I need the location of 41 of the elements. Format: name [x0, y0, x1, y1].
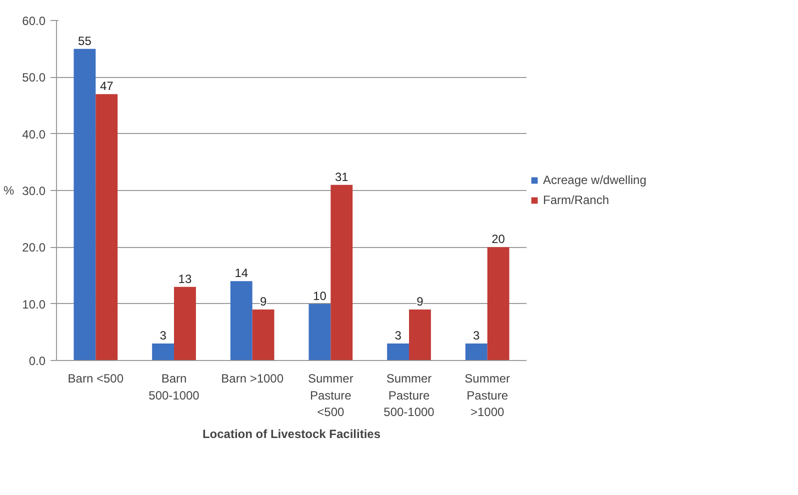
bar [96, 94, 118, 360]
bar [487, 247, 510, 360]
bar [409, 310, 431, 360]
x-tick-label: Barn 500-1000 [148, 372, 200, 402]
x-axis-title: Location of Livestock Facilities [202, 427, 381, 442]
bar [465, 344, 488, 360]
y-axis-title: % [3, 184, 14, 198]
bar [174, 286, 196, 360]
legend-label: Farm/Ranch [543, 193, 610, 207]
data-label: 55 [78, 34, 92, 48]
data-label: 3 [160, 328, 167, 342]
bar [74, 48, 96, 360]
bar [330, 184, 353, 360]
y-tick-label: 30.0 [22, 184, 46, 198]
x-tick-label: Summer Pasture 500-1000 [384, 372, 435, 420]
data-label: 47 [100, 79, 114, 94]
data-label: 13 [178, 272, 192, 286]
x-tick-label: Summer Pasture >1000 [464, 372, 510, 420]
data-label: 9 [416, 294, 424, 308]
data-label: 3 [473, 328, 480, 342]
legend-label: Acreage w/dwelling [543, 173, 646, 187]
y-tick-label: 20.0 [22, 240, 46, 255]
data-label: 9 [260, 294, 267, 308]
bar [152, 344, 174, 360]
data-label: 14 [234, 266, 248, 280]
x-tick-label: Barn <500 [68, 372, 124, 386]
y-tick-label: 50.0 [22, 70, 46, 85]
x-tick-label: Barn >1000 [221, 372, 284, 386]
data-label: 10 [313, 288, 327, 303]
bar [252, 310, 274, 360]
bar [387, 344, 409, 360]
y-tick-label: 0.0 [28, 354, 46, 368]
data-label: 31 [334, 170, 349, 184]
x-tick-label: Summer Pasture <500 [308, 372, 354, 420]
data-label: 3 [394, 328, 402, 342]
bar [230, 281, 252, 360]
bar [308, 304, 331, 360]
y-tick-label: 10.0 [22, 297, 46, 312]
y-tick-label: 40.0 [22, 127, 46, 142]
y-tick-label: 60.0 [22, 14, 46, 28]
data-label: 20 [492, 232, 506, 246]
